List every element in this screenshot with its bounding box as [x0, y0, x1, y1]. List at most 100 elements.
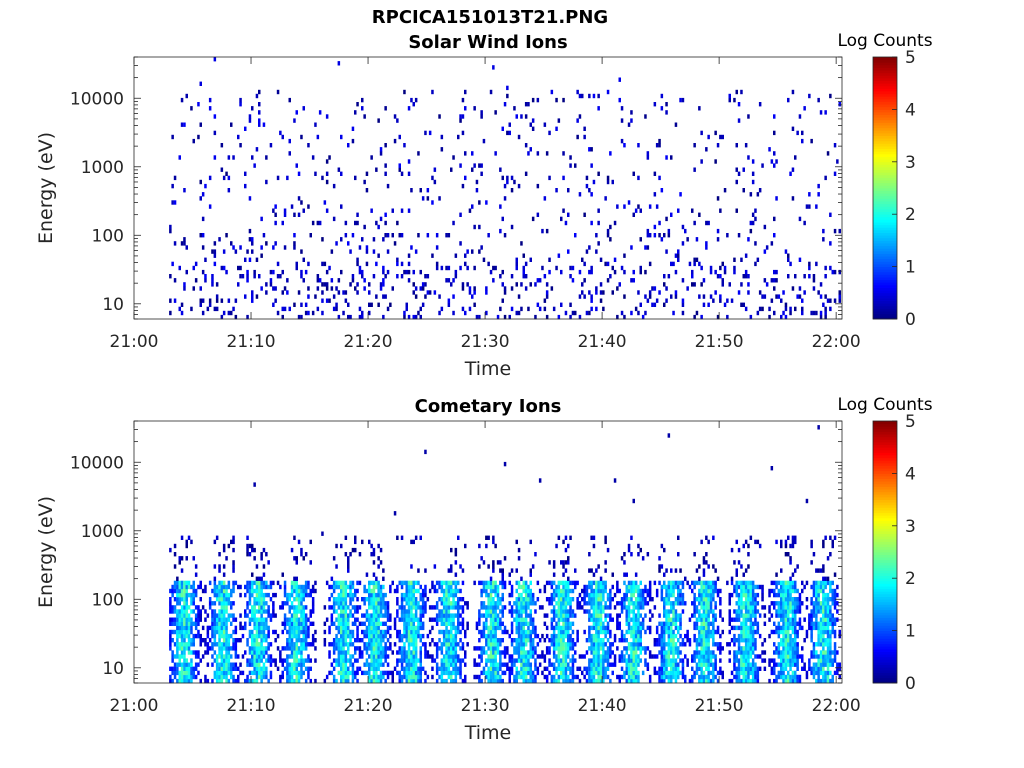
spectrogram-cell [548, 662, 551, 667]
spectrogram-cell [272, 609, 275, 614]
spectrogram-cell [290, 642, 294, 647]
spectrogram-cell [450, 588, 453, 594]
spectrogram-cell [295, 674, 298, 680]
spectrogram-cell [375, 629, 378, 635]
spectrogram-cell [370, 597, 373, 602]
spectrogram-cell [274, 662, 277, 667]
spectrogram-cell [709, 269, 713, 275]
spectrogram-cell [281, 629, 284, 635]
spectrogram-cell [215, 629, 219, 635]
spectrogram-cell [499, 654, 502, 659]
spectrogram-cell [634, 654, 638, 659]
spectrogram-cell [461, 625, 465, 631]
spectrogram-cell [520, 658, 523, 663]
spectrogram-cell [248, 118, 252, 123]
spectrogram-cell [492, 625, 495, 631]
colorbar-band [873, 112, 897, 116]
spectrogram-cell [560, 601, 563, 606]
spectrogram-cell [829, 306, 832, 312]
spectrogram-cell [754, 208, 757, 213]
spectrogram-cell [199, 678, 202, 684]
spectrogram-cell [658, 674, 661, 680]
spectrogram-cell [543, 584, 547, 590]
spectrogram-cell [808, 265, 811, 271]
spectrogram-cell [686, 638, 689, 643]
spectrogram-cell [365, 617, 369, 622]
spectrogram-cell [632, 609, 635, 614]
spectrogram-cell [251, 249, 254, 254]
spectrogram-cell [569, 605, 572, 610]
spectrogram-cell [220, 613, 224, 618]
spectrogram-cell [667, 592, 671, 598]
spectrogram-cell [590, 294, 593, 299]
spectrogram-cell [180, 625, 184, 631]
spectrogram-cell [524, 650, 528, 655]
spectrogram-cell [253, 666, 256, 671]
spectrogram-cell [272, 302, 275, 307]
spectrogram-cell [412, 601, 415, 606]
spectrogram-cell [602, 650, 605, 655]
spectrogram-cell [414, 662, 418, 667]
spectrogram-cell [363, 584, 366, 590]
spectrogram-cell [674, 666, 678, 671]
spectrogram-cell [606, 175, 610, 181]
spectrogram-cell [222, 609, 226, 614]
spectrogram-cell [630, 658, 633, 663]
spectrogram-cell [457, 629, 460, 635]
spectrogram-cell [342, 629, 345, 635]
spectrogram-cell [658, 556, 661, 561]
spectrogram-cell [370, 302, 373, 307]
spectrogram-cell [618, 97, 621, 103]
spectrogram-cell [347, 568, 350, 573]
spectrogram-cell [183, 584, 186, 590]
spectrogram-cell [590, 662, 593, 667]
spectrogram-cell [454, 666, 458, 671]
spectrogram-cell [241, 654, 245, 659]
spectrogram-cell [620, 674, 624, 680]
spectrogram-cell [529, 147, 532, 152]
spectrogram-cell [728, 97, 731, 103]
spectrogram-cell [300, 588, 303, 594]
spectrogram-cell [300, 547, 303, 553]
spectrogram-cell [548, 650, 551, 655]
spectrogram-cell [747, 114, 750, 119]
spectrogram-cell [290, 617, 294, 622]
spectrogram-cell [435, 261, 439, 267]
spectrogram-cell [592, 617, 596, 622]
spectrogram-cell [419, 670, 422, 676]
spectrogram-cell [480, 613, 483, 618]
spectrogram-cell [435, 588, 439, 594]
spectrogram-cell [588, 93, 591, 99]
spectrogram-cell [468, 290, 472, 295]
spectrogram-cell [295, 580, 298, 586]
spectrogram-cell [606, 592, 610, 598]
spectrogram-cell [492, 654, 495, 659]
spectrogram-cell [590, 601, 593, 606]
spectrogram-cell [611, 662, 614, 667]
spectrogram-cell [314, 580, 317, 586]
spectrogram-cell [178, 155, 181, 160]
spectrogram-cell [396, 658, 399, 663]
spectrogram-cell [447, 646, 451, 651]
spectrogram-cell [454, 560, 458, 565]
spectrogram-cell [354, 588, 357, 594]
spectrogram-cell [417, 233, 420, 238]
spectrogram-cell [817, 97, 820, 103]
spectrogram-cell [227, 584, 231, 590]
spectrogram-cell [370, 678, 373, 684]
spectrogram-cell [634, 580, 638, 586]
spectrogram-cell [185, 543, 188, 549]
spectrogram-cell [237, 584, 240, 590]
spectrogram-cell [485, 592, 488, 598]
spectrogram-cell [316, 306, 320, 312]
spectrogram-cell [335, 617, 338, 622]
spectrogram-cell [332, 609, 336, 614]
spectrogram-cell [183, 613, 186, 618]
spectrogram-cell [211, 601, 214, 606]
spectrogram-cell [590, 163, 593, 168]
spectrogram-cell [410, 97, 413, 103]
spectrogram-cell [665, 621, 668, 626]
spectrogram-cell [286, 278, 289, 283]
spectrogram-cell [372, 605, 376, 610]
spectrogram-cell [817, 183, 820, 189]
